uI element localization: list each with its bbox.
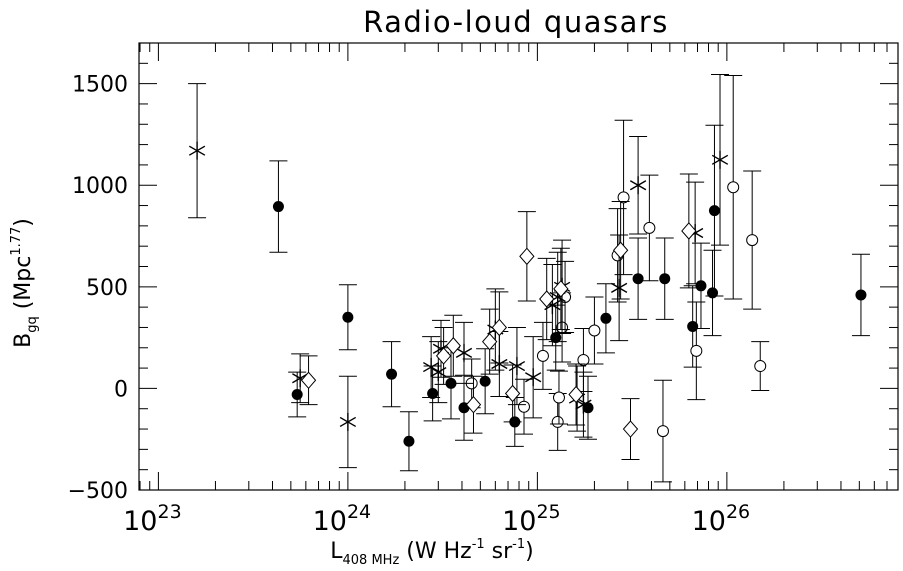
data-point-filled-circle xyxy=(708,205,720,217)
data-point-open-circle xyxy=(754,360,767,373)
data-point-open-diamond xyxy=(539,290,555,308)
y-tick-label: 0 xyxy=(114,377,128,402)
data-point-open-diamond xyxy=(465,395,482,414)
asterisk-stroke xyxy=(508,360,526,372)
data-point-open-circle xyxy=(656,425,669,438)
data-point-filled-circle xyxy=(445,377,457,389)
data-marks xyxy=(188,73,870,483)
data-point-open-circle xyxy=(727,181,740,194)
x-tick-label: 1023 xyxy=(123,501,182,537)
data-point-asterisk xyxy=(422,358,440,377)
y-tick-label: 1500 xyxy=(72,73,128,98)
data-point-filled-circle xyxy=(291,389,303,401)
data-point-open-circle xyxy=(643,221,656,234)
data-point-open-diamond xyxy=(553,280,569,298)
data-point-filled-circle xyxy=(479,375,491,387)
data-point-open-diamond xyxy=(622,420,639,438)
asterisk-stroke xyxy=(629,180,647,191)
data-point-asterisk xyxy=(339,412,357,431)
data-point-filled-circle xyxy=(427,387,439,399)
data-point-asterisk xyxy=(711,150,729,169)
data-point-asterisk xyxy=(610,278,628,297)
asterisk-stroke xyxy=(455,347,473,358)
data-point-filled-circle xyxy=(687,320,699,332)
asterisk-stroke xyxy=(525,372,542,383)
data-point-filled-circle xyxy=(632,273,644,285)
asterisk-stroke xyxy=(711,154,729,165)
data-point-open-circle xyxy=(577,353,590,366)
data-point-filled-circle xyxy=(707,287,719,299)
data-point-open-circle xyxy=(551,415,564,428)
data-point-filled-circle xyxy=(550,332,562,344)
data-point-open-diamond xyxy=(482,332,498,351)
data-point-open-diamond xyxy=(504,384,521,403)
data-point-asterisk xyxy=(455,343,473,362)
data-point-filled-circle xyxy=(855,289,867,301)
asterisk-stroke xyxy=(610,282,628,293)
asterisk-stroke xyxy=(339,416,357,428)
data-point-open-circle xyxy=(617,191,630,204)
data-point-filled-circle xyxy=(659,273,671,285)
series-open-diamond xyxy=(299,173,698,461)
data-point-open-circle xyxy=(552,391,565,404)
y-tick-label: −500 xyxy=(68,479,128,504)
data-point-open-diamond xyxy=(681,222,697,240)
data-point-filled-circle xyxy=(695,280,707,292)
y-tick-label: 1000 xyxy=(72,174,128,199)
data-point-open-circle xyxy=(588,324,601,337)
asterisk-stroke xyxy=(491,358,508,370)
asterisk-stroke xyxy=(188,145,206,156)
data-point-open-diamond xyxy=(445,336,461,355)
y-tick-label: 500 xyxy=(86,276,128,301)
data-point-filled-circle xyxy=(403,435,415,447)
data-point-asterisk xyxy=(629,176,647,195)
data-point-asterisk xyxy=(575,395,592,414)
data-point-open-diamond xyxy=(568,385,584,404)
data-point-open-diamond xyxy=(435,347,452,365)
data-point-open-circle xyxy=(518,400,531,413)
data-point-open-diamond xyxy=(491,318,508,337)
data-point-asterisk xyxy=(508,357,526,376)
asterisk-stroke xyxy=(422,361,440,373)
data-point-filled-circle xyxy=(272,201,284,213)
data-point-open-circle xyxy=(536,349,549,362)
x-tick-label: 1026 xyxy=(692,501,751,537)
x-tick-label: 1024 xyxy=(313,501,372,537)
data-point-open-circle xyxy=(690,344,703,357)
data-point-open-diamond xyxy=(300,371,317,390)
data-point-filled-circle xyxy=(342,311,354,323)
chart-title: Radio-loud quasars xyxy=(363,5,669,39)
y-axis-label: Bgq (Mpc1.77) xyxy=(9,218,40,348)
x-tick-label: 1025 xyxy=(502,501,561,537)
data-point-filled-circle xyxy=(386,368,398,380)
data-point-filled-circle xyxy=(600,312,612,324)
data-point-open-diamond xyxy=(612,241,629,260)
data-point-open-diamond xyxy=(519,247,535,266)
x-axis-label: L408 MHz (W Hz-1 sr-1) xyxy=(330,537,533,568)
data-point-asterisk xyxy=(188,141,206,160)
data-point-open-circle xyxy=(746,234,759,247)
data-point-asterisk xyxy=(525,368,542,387)
asterisk-stroke xyxy=(575,399,592,410)
plot-axes: 1023 1024 1025 1026 −500 0 500 1000 1500 xyxy=(68,42,899,537)
